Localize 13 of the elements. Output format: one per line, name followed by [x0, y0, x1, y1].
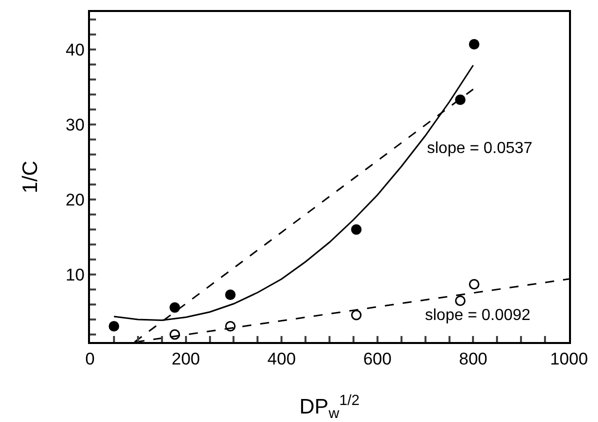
x-tick-label: 1000: [550, 349, 588, 368]
y-tick-label: 30: [66, 115, 85, 134]
annotation: slope = 0.0092: [425, 307, 531, 324]
y-tick-label: 10: [66, 265, 85, 284]
x-tick-label: 200: [172, 349, 200, 368]
y-tick-label: 20: [66, 190, 85, 210]
y-tick-label: 40: [66, 40, 85, 60]
y-axis-title: 1/C: [19, 160, 42, 194]
x-tick-label: 800: [459, 349, 488, 368]
x-tick-label: 400: [267, 349, 296, 368]
annotation: slope = 0.0537: [427, 140, 533, 157]
x-tick-label: 600: [363, 349, 392, 368]
x-tick-label: 0: [85, 349, 95, 368]
